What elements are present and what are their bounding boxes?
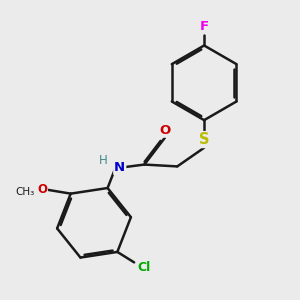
Text: O: O	[37, 183, 47, 196]
Text: H: H	[99, 154, 108, 166]
Text: F: F	[200, 20, 209, 33]
Text: O: O	[159, 124, 171, 137]
Text: CH₃: CH₃	[15, 187, 34, 197]
Text: N: N	[114, 161, 125, 174]
Text: S: S	[199, 132, 209, 147]
Text: Cl: Cl	[138, 261, 151, 274]
